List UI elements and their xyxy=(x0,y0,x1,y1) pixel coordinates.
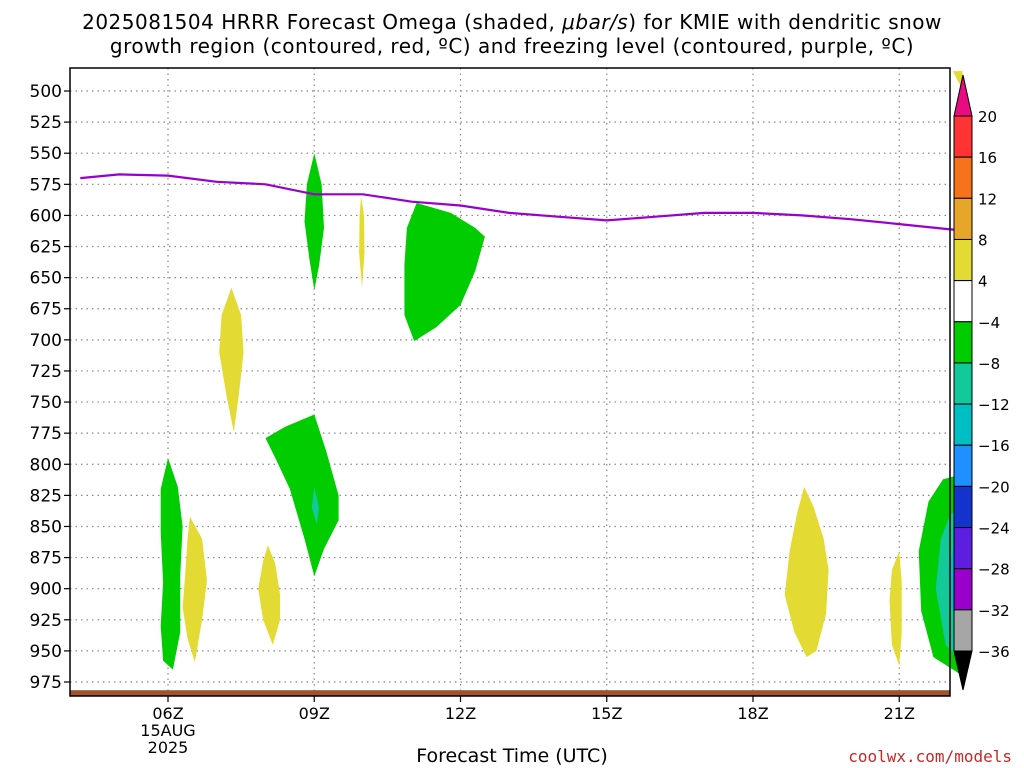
x-tick-date: 15AUG xyxy=(140,721,195,740)
source-watermark: coolwx.com/models xyxy=(848,747,1012,766)
y-tick-label: 575 xyxy=(30,175,62,195)
y-tick-label: 750 xyxy=(30,393,62,413)
colorbar-label: 20 xyxy=(978,108,997,126)
y-tick-label: 925 xyxy=(30,611,62,631)
colorbar-segment xyxy=(953,280,973,323)
colorbar-label: −4 xyxy=(978,314,1000,332)
colorbar-segment xyxy=(953,362,973,405)
colorbar-label: −28 xyxy=(978,561,1010,579)
colorbar-segment xyxy=(953,238,973,282)
colorbar-label: −32 xyxy=(978,602,1010,620)
omega-region xyxy=(952,71,963,89)
omega-region xyxy=(219,287,244,432)
colorbar-segment xyxy=(953,485,973,529)
title-suffix: ) for KMIE with dendritic snow xyxy=(628,10,942,34)
plot-frame xyxy=(69,67,951,697)
x-axis-label: Forecast Time (UTC) xyxy=(416,745,608,767)
colorbar-segment xyxy=(953,403,973,446)
colorbar-segment xyxy=(953,609,973,652)
x-tick-label: 06Z xyxy=(152,704,183,723)
x-tick-label: 12Z xyxy=(445,704,476,723)
y-tick-label: 875 xyxy=(30,549,62,569)
y-tick-label: 775 xyxy=(30,424,62,444)
y-tick-label: 650 xyxy=(30,269,62,289)
y-tick-label: 975 xyxy=(30,673,62,693)
y-tick-label: 625 xyxy=(30,238,62,258)
x-tick-year: 2025 xyxy=(148,738,189,757)
colorbar-label: −16 xyxy=(978,437,1010,455)
y-tick-label: 550 xyxy=(30,144,62,164)
title-prefix: 2025081504 HRRR Forecast Omega (shaded, xyxy=(82,10,563,34)
y-tick-label: 825 xyxy=(30,486,62,506)
colorbar-segment xyxy=(953,197,973,240)
y-tick-label: 800 xyxy=(30,455,62,475)
y-tick-label: 950 xyxy=(30,642,62,662)
y-tick-label: 700 xyxy=(30,331,62,351)
x-tick-label: 15Z xyxy=(591,704,622,723)
omega-region xyxy=(311,486,320,524)
chart-title-line-2: growth region (contoured, red, ºC) and f… xyxy=(109,34,915,58)
y-tick-label: 725 xyxy=(30,362,62,382)
colorbar-label: 12 xyxy=(978,190,997,208)
colorbar-label: −8 xyxy=(978,355,1000,373)
ground-surface xyxy=(70,690,950,696)
freezing-level-line xyxy=(80,173,963,232)
y-tick-label: 525 xyxy=(30,113,62,133)
colorbar-top-arrow xyxy=(953,74,973,117)
omega-region xyxy=(889,551,902,666)
omega-region xyxy=(784,486,829,658)
colorbar-label: 8 xyxy=(978,231,988,249)
y-tick-label: 850 xyxy=(30,517,62,537)
y-tick-label: 600 xyxy=(30,206,62,226)
omega-region xyxy=(182,516,207,663)
title-unit: μbar/s xyxy=(562,10,629,34)
colorbar-segment xyxy=(953,527,973,570)
omega-region xyxy=(258,545,281,645)
omega-region xyxy=(359,196,365,288)
omega-region xyxy=(404,203,485,342)
x-tick-label: 09Z xyxy=(299,704,330,723)
x-tick-label: 21Z xyxy=(884,704,915,723)
omega-region xyxy=(160,458,183,670)
colorbar-label: −12 xyxy=(978,396,1010,414)
colorbar-label: 4 xyxy=(978,273,988,291)
y-tick-label: 500 xyxy=(30,82,62,102)
y-tick-label: 675 xyxy=(30,300,62,320)
colorbar-label: −20 xyxy=(978,478,1010,496)
omega-region xyxy=(265,414,339,577)
colorbar-segment xyxy=(953,444,973,487)
chart-title-line-1: 2025081504 HRRR Forecast Omega (shaded, … xyxy=(0,10,1024,34)
colorbar-segment xyxy=(953,568,973,611)
colorbar-segment xyxy=(953,156,973,199)
omega-region xyxy=(304,153,324,291)
colorbar-segment xyxy=(953,115,973,158)
y-tick-label: 900 xyxy=(30,580,62,600)
colorbar-label: −24 xyxy=(978,520,1010,538)
colorbar-label: −36 xyxy=(978,643,1010,661)
colorbar-bottom-arrow xyxy=(953,650,973,691)
x-tick-label: 18Z xyxy=(737,704,768,723)
colorbar-segment xyxy=(953,321,973,364)
colorbar-label: 16 xyxy=(978,149,997,167)
